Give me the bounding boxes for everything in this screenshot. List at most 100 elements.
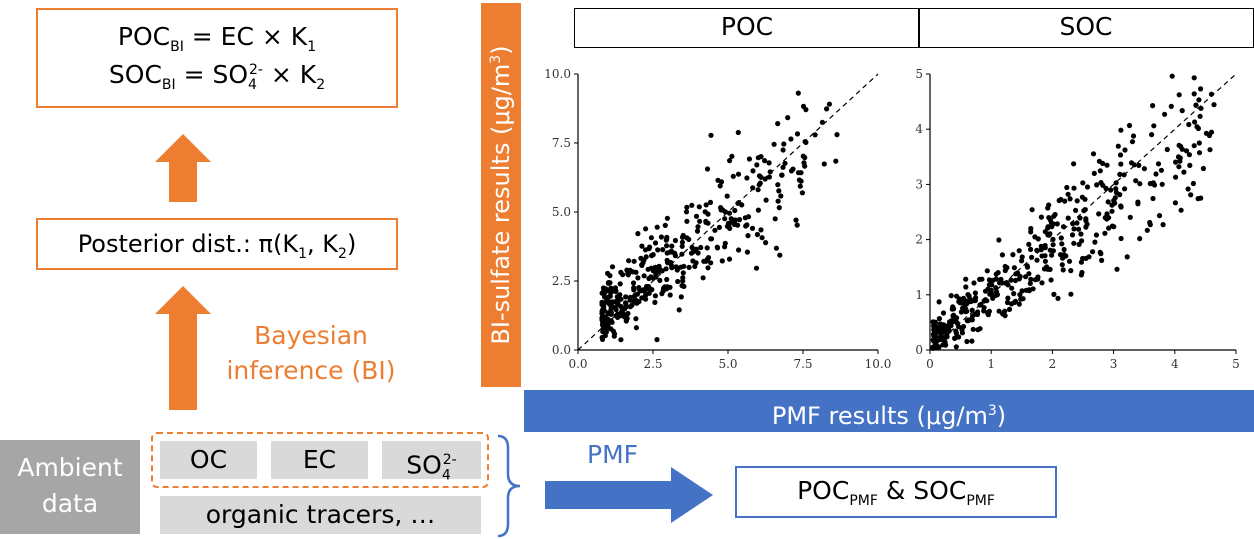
scatter-point [646,275,652,282]
poc-scatter-plot: 0.0 2.5 5.0 7.5 10.0 0.0 2.5 5.0 7.5 10.0 [544,67,892,371]
scatter-point [694,228,701,234]
scatter-point [1117,192,1123,198]
scatter-point [652,299,658,305]
scatter-point [1137,181,1143,187]
scatter-point [1160,222,1166,228]
scatter-point [652,240,659,246]
scatter-point [736,200,742,206]
y-tick-label: 0 [915,343,923,357]
scatter-point [775,121,781,127]
scatter-point [654,337,660,343]
scatter-point [1048,277,1054,283]
scatter-point [1100,160,1106,166]
scatter-point [1105,199,1111,205]
scatter-point [1102,215,1108,221]
scatter-point [1162,111,1168,117]
scatter-point [990,295,996,301]
scatter-point [1084,221,1090,227]
scatter-point [793,217,799,223]
scatter-point [620,272,626,278]
scatter-point [794,222,800,228]
scatter-point [1118,235,1124,242]
scatter-point [940,322,947,328]
scatter-point [1113,180,1119,186]
scatter-point [630,280,637,286]
scatter-point [1164,146,1170,153]
scatter-point [697,218,703,224]
scatter-point [1178,207,1184,213]
scatter-point [1108,187,1114,193]
scatter-point [635,275,641,281]
scatter-point [753,265,760,271]
scatter-point [780,164,786,170]
scatter-point [653,270,659,277]
scatter-point [772,216,778,222]
scatter-point [1081,208,1087,214]
scatter-point [1055,295,1061,301]
scatter-point [684,204,690,210]
scatter-point [1185,186,1191,192]
scatter-point [766,160,772,166]
scatter-point [936,299,942,305]
one-to-one-line [929,73,1237,351]
scatter-point [785,115,791,121]
scatter-point [646,284,652,290]
scatter-point [686,236,692,242]
dashed-group-frame [151,432,489,488]
scatter-point [1118,203,1124,209]
scatter-point [643,254,649,260]
scatter-point [665,260,671,266]
x-tick-label: 10.0 [865,357,892,371]
scatter-point [981,308,987,314]
scatter-point [1071,161,1077,167]
scatter-point [606,288,612,294]
equation-poc: POCBI = EC × K1 [117,22,317,55]
scatter-point [1194,124,1200,130]
scatter-point [778,193,784,199]
scatter-point [1207,147,1213,153]
scatter-point [1093,232,1099,238]
scatter-point [803,139,809,145]
scatter-point [639,243,645,249]
scatter-point [940,310,947,316]
scatter-point [1016,248,1022,254]
scatter-point [1183,148,1190,154]
scatter-point [746,156,752,162]
scatter-point [1078,272,1084,278]
scatter-point [662,222,668,228]
scatter-point [930,331,937,337]
scatter-point [964,308,970,314]
scatter-point [635,231,641,237]
scatter-point [1091,170,1097,176]
scatter-point [1050,221,1056,227]
posterior-text: Posterior dist.: π(K1, K2) [77,230,357,262]
scatter-point [756,173,763,179]
scatter-point [654,224,660,230]
scatter-point [951,316,957,322]
scatter-point [989,282,995,288]
y-tick-label: 1 [915,288,923,302]
scatter-point [1094,182,1100,188]
scatter-point [718,207,724,213]
scatter-point [664,276,670,283]
scatter-point [788,136,794,142]
facet-strip-soc: SOC [918,8,1254,48]
scatter-point [617,281,623,287]
scatter-point [1187,162,1193,168]
pmf-label: PMF [587,440,639,469]
scatter-point [732,207,738,214]
scatter-point [1052,211,1058,218]
scatter-point [954,320,961,327]
scatter-point [767,169,773,175]
scatter-point [1042,253,1048,259]
scatter-point [999,252,1005,258]
scatter-point [676,307,682,313]
scatter-point [1128,160,1135,166]
scatter-point [964,338,970,345]
scatter-point [794,131,801,137]
scatter-point [1179,108,1185,114]
scatter-point [704,245,710,251]
scatter-point [956,299,962,305]
scatter-point [1032,234,1038,240]
scatter-point [675,278,681,285]
